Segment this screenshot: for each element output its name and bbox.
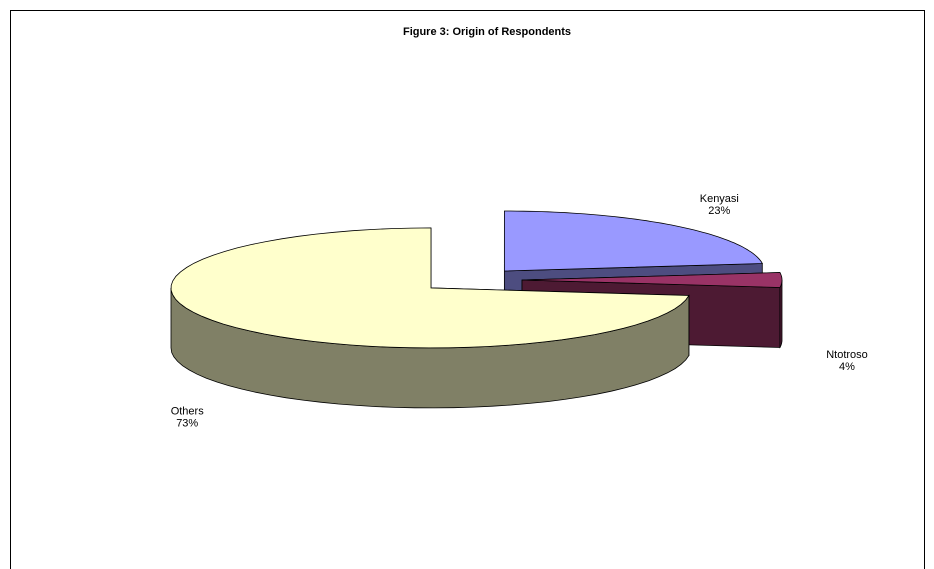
slice-value-label: 23% [708,205,730,217]
chart-title: Figure 3: Origin of Respondents [403,26,571,38]
slice-top [503,210,763,272]
chart-border [10,10,925,569]
slice-category-label: Kenyasi [700,193,739,205]
slice-value-label: 4% [839,361,855,373]
pie-slice [170,227,690,409]
slice-top [521,272,783,288]
slice-category-label: Others [171,405,205,417]
slice-value-label: 73% [176,417,198,429]
slice-top [170,227,690,349]
slice-wall [779,280,783,349]
slice-category-label: Ntotroso [826,349,868,361]
